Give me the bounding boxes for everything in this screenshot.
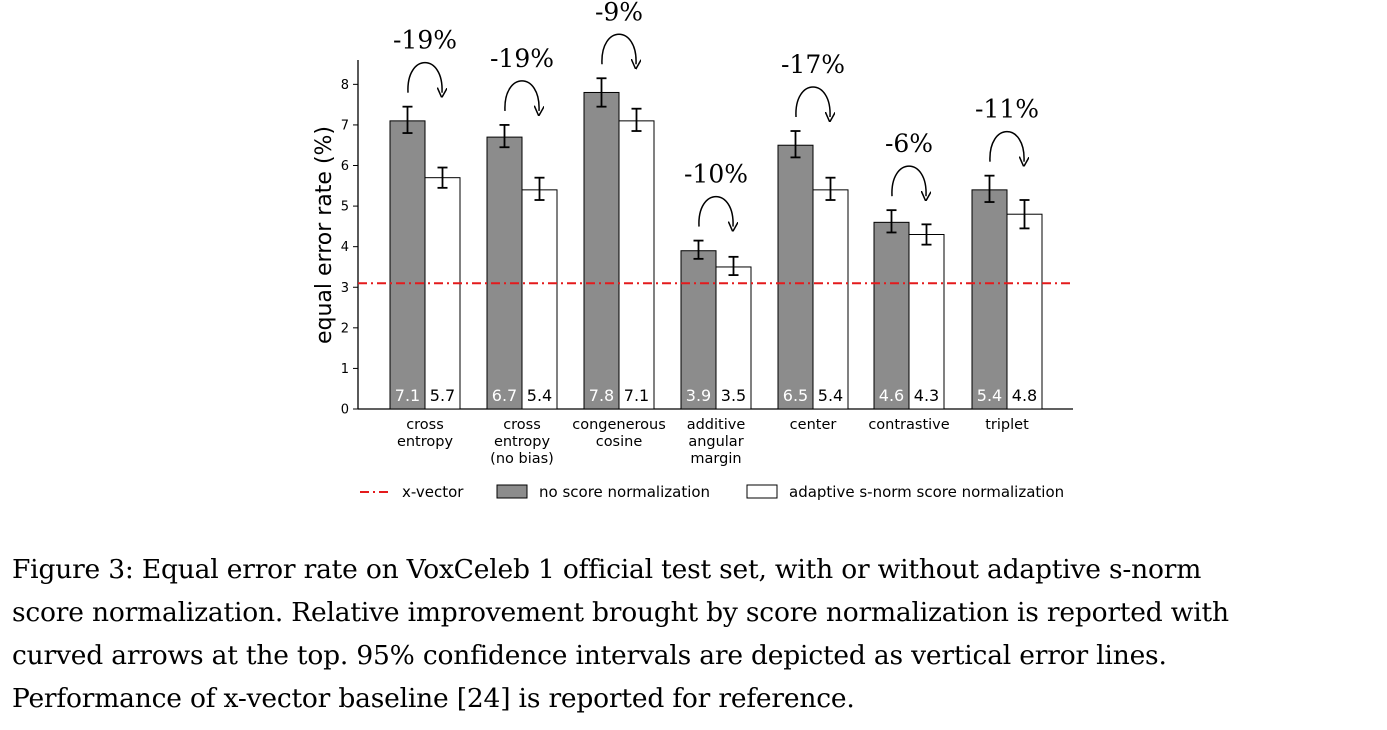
y-tick-label: 3 [341,281,349,296]
legend-label-s-norm: adaptive s-norm score normalization [789,483,1064,501]
bar-value-label: 7.1 [624,386,649,405]
bar-value-label: 6.7 [492,386,517,405]
improvement-arrow [504,80,539,111]
y-tick-label: 2 [341,321,349,336]
bar [971,189,1008,410]
caption-line: score normalization. Relative improvemen… [12,597,1229,628]
bar-value-label: 5.7 [430,386,455,405]
chart: 0 1 2 3 4 5 6 7 8 7.1 6.7 7.8 3.9 6.5 4.6 5.4 5.7 5.4 7.1 3… [312,0,1073,501]
figure-caption: Figure 3: Equal error rate on VoxCeleb 1… [12,548,1380,720]
bar-value-label: 5.4 [818,386,843,405]
bar-value-label: 4.8 [1012,386,1037,405]
improvement-label: -17% [781,50,845,79]
bar [583,91,620,410]
bar [680,250,717,410]
x-tick-label: congenerous [572,417,666,433]
x-tick-label: entropy [494,434,551,450]
improvement-arrow [989,131,1024,162]
improvement-label: -9% [595,0,643,26]
y-tick-label: 5 [341,200,349,215]
x-tick-label: margin [690,451,741,467]
x-tick-label: cosine [596,434,643,450]
improvement-label: -19% [393,26,457,55]
legend-label-x-vector: x-vector [402,483,464,501]
bar-value-label: 4.3 [914,386,939,405]
bar [715,266,752,410]
bar [908,234,945,410]
bar-value-label: 7.1 [395,386,420,405]
x-tick-label: triplet [985,417,1029,433]
bar-value-label: 3.9 [686,386,711,405]
x-tick-label: angular [688,434,743,450]
bar-value-label: 3.5 [721,386,746,405]
bar-value-label: 4.6 [879,386,904,405]
x-tick-label: cross [406,417,444,433]
improvement-arrow [601,33,636,64]
y-tick-label: 8 [341,78,349,93]
improvement-label: -11% [975,95,1039,124]
x-tick-label: cross [503,417,541,433]
y-tick-label: 6 [341,159,349,174]
improvement-arrow [891,165,926,196]
bar [389,120,426,410]
caption-line: curved arrows at the top. 95% confidence… [12,640,1167,671]
y-tick-label: 1 [341,362,349,377]
improvement-arrow [698,196,733,227]
improvement-label: -6% [885,129,933,158]
bar-value-label: 7.8 [589,386,614,405]
bar-value-label: 6.5 [783,386,808,405]
improvement-arrow [407,62,442,93]
legend-label-no-norm: no score normalization [539,483,710,501]
improvement-arrow [795,86,830,117]
caption-line: Figure 3: Equal error rate on VoxCeleb 1… [12,554,1202,585]
legend-swatch-no-norm [496,484,528,499]
legend: x-vector no score normalization adaptive… [360,483,1064,501]
x-tick-label: contrastive [868,417,949,433]
caption-line: Performance of x-vector baseline [24] is… [12,683,855,714]
bar [521,189,558,410]
bar [777,144,814,410]
y-tick-label: 0 [341,403,349,418]
bar-value-label: 5.4 [977,386,1002,405]
bar [1006,213,1043,410]
bar [812,189,849,410]
bar [486,136,523,410]
y-tick-label: 4 [341,240,349,255]
y-tick-label: 7 [341,118,349,133]
bar [618,120,655,410]
improvement-label: -19% [490,44,554,73]
bar-value-label: 5.4 [527,386,552,405]
bar [873,221,910,410]
x-tick-label: center [790,417,837,433]
plot-area: 0 1 2 3 4 5 6 7 8 7.1 6.7 7.8 3.9 6.5 4.6 5.4 5.7 5.4 7.1 3… [341,0,1073,467]
improvement-label: -10% [684,160,748,189]
legend-swatch-s-norm [746,484,778,499]
x-tick-label: additive [687,417,746,433]
bar [424,177,461,410]
y-axis-label: equal error rate (%) [312,126,337,344]
x-tick-label: (no bias) [490,451,554,467]
x-tick-label: entropy [397,434,454,450]
